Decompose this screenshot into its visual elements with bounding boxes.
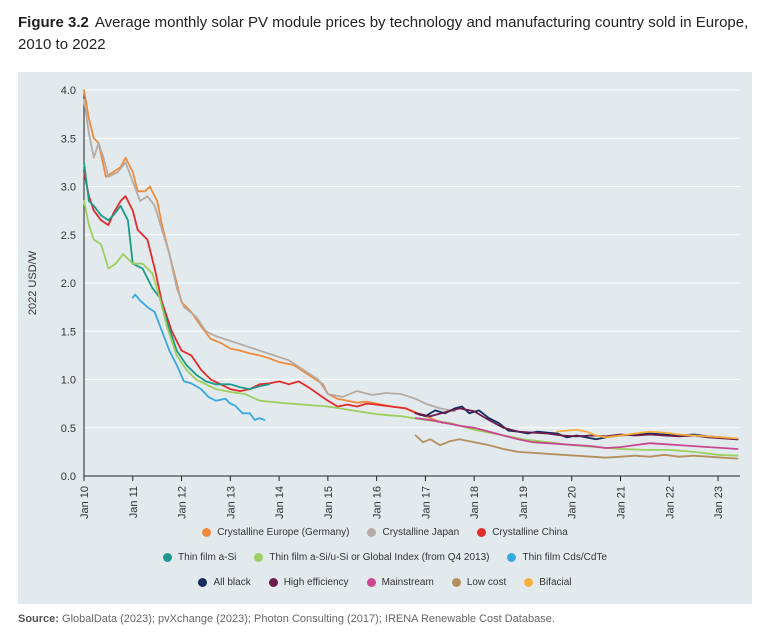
x-tick-label: Jan 22	[664, 486, 676, 519]
series-line-9	[414, 417, 739, 450]
y-tick-label: 1.0	[61, 375, 76, 387]
series-line-2	[83, 98, 456, 413]
legend-swatch	[477, 527, 487, 537]
legend-swatch	[198, 577, 208, 587]
legend-label: Thin film a-Si/u-Si or Global Index (fro…	[269, 551, 490, 563]
legend-swatch	[254, 552, 264, 562]
legend-swatch	[268, 577, 278, 587]
legend-item: Crystalline Europe (Germany)	[202, 527, 349, 538]
legend-label: Bifacial	[539, 576, 572, 588]
y-tick-label: 3.5	[61, 133, 76, 145]
series-line-8	[414, 407, 739, 441]
legend-swatch	[366, 577, 376, 587]
legend-swatch	[367, 527, 377, 537]
x-tick-label: Jan 12	[177, 486, 189, 519]
legend-swatch	[507, 552, 517, 562]
series-line-11	[556, 428, 739, 440]
x-tick-label: Jan 13	[225, 486, 237, 519]
legend: Crystalline Europe (Germany) Crystalline …	[18, 524, 752, 599]
series-line-3	[83, 171, 422, 417]
legend-item: All black	[198, 576, 251, 588]
legend-label: High efficiency	[283, 576, 349, 588]
legend-item: Low cost	[451, 576, 507, 588]
series-line-7	[414, 405, 739, 441]
legend-label: Thin film Cds/CdTe	[522, 551, 607, 563]
legend-label: All black	[213, 576, 251, 588]
legend-label: Mainstream	[381, 576, 434, 588]
legend-item: Thin film a-Si	[163, 552, 236, 563]
legend-swatch	[163, 552, 173, 562]
legend-row: All black High efficiency Mainstream Low co…	[18, 574, 752, 590]
x-tick-label: Jan 21	[616, 486, 628, 519]
y-tick-label: 3.0	[61, 182, 76, 194]
y-tick-label: 2.5	[61, 230, 76, 242]
x-tick-label: Jan 19	[518, 486, 530, 519]
source-label: Source:	[18, 613, 59, 625]
x-tick-label: Jan 11	[128, 486, 140, 518]
line-chart: 0.0 0.5 1.0 1.5 2.0 2.5 3.0 3.5 4.0 2022 USD/W Jan…	[27, 85, 740, 519]
legend-label: Thin film a-Si	[178, 551, 237, 563]
legend-row: Thin film a-Si Thin film a-Si/u-Si or Glo…	[18, 549, 752, 565]
chart-panel: 0.0 0.5 1.0 1.5 2.0 2.5 3.0 3.5 4.0 2022 USD/W Jan…	[18, 72, 752, 604]
series-line-5	[83, 200, 739, 457]
series-line-1	[83, 89, 444, 424]
x-tick-label: Jan 14	[274, 486, 286, 519]
legend-swatch	[202, 527, 212, 537]
y-tick-label: 0.0	[61, 471, 76, 483]
legend-item: Crystalline Japan	[367, 527, 459, 538]
x-tick-label: Jan 23	[713, 486, 725, 519]
y-tick-label: 2.0	[61, 278, 76, 290]
legend-item: Bifacial	[524, 576, 572, 588]
legend-label: Crystalline China	[492, 526, 568, 538]
x-tick-label: Jan 18	[469, 486, 481, 519]
series-line-10	[414, 434, 739, 460]
legend-label: Crystalline Europe (Germany)	[217, 526, 350, 538]
figure-label: Figure 3.2	[18, 14, 89, 31]
y-tick-label: 1.5	[61, 326, 76, 338]
y-tick-label: 4.0	[61, 85, 76, 97]
y-axis-label: 2022 USD/W	[27, 250, 39, 315]
source-note: Source: GlobalData (2023); pvXchange (20…	[18, 613, 555, 625]
x-tick-label: Jan 17	[420, 486, 432, 519]
series-line-6	[131, 293, 266, 421]
legend-item: High efficiency	[268, 576, 349, 588]
source-text: GlobalData (2023); pvXchange (2023); Pho…	[62, 613, 555, 625]
legend-swatch	[524, 577, 534, 587]
legend-item: Thin film a-Si/u-Si or Global Index (fro…	[254, 552, 489, 563]
legend-item: Mainstream	[366, 576, 434, 588]
figure-title: Average monthly solar PV module prices b…	[18, 14, 749, 53]
legend-swatch	[451, 577, 461, 587]
x-tick-label: Jan 20	[567, 486, 579, 519]
x-tick-label: Jan 15	[323, 486, 335, 519]
legend-item: Thin film Cds/CdTe	[507, 551, 607, 563]
y-tick-label: 0.5	[61, 423, 76, 435]
legend-item: Crystalline China	[477, 527, 568, 538]
x-tick-label: Jan 16	[372, 486, 384, 519]
legend-label: Crystalline Japan	[382, 526, 460, 538]
legend-label: Low cost	[466, 576, 507, 588]
figure-title-block: Figure 3.2 Average monthly solar PV modul…	[18, 12, 758, 56]
legend-row: Crystalline Europe (Germany) Crystalline …	[18, 524, 752, 540]
x-tick-label: Jan 10	[79, 486, 91, 519]
